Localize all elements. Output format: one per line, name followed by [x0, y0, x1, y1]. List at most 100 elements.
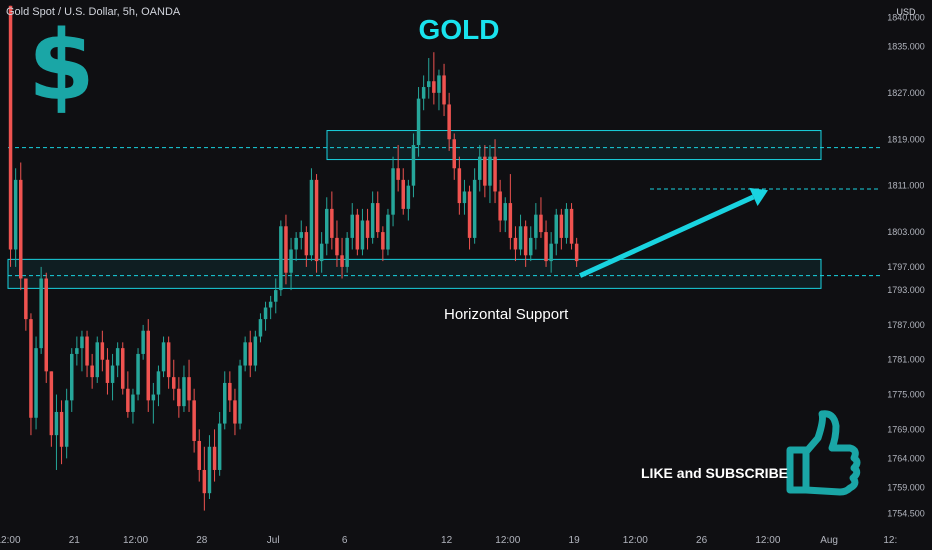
- candle-body: [427, 81, 431, 88]
- candle-body: [289, 249, 293, 273]
- price-tick-label: 1811.000: [888, 181, 925, 191]
- candle-body: [416, 98, 421, 146]
- candle-body: [549, 243, 553, 262]
- subscribe-label: LIKE and SUBSCRIBE: [641, 465, 789, 481]
- time-tick-label: 12:00: [123, 535, 148, 546]
- candle-body: [207, 446, 212, 494]
- candle-body: [406, 185, 411, 209]
- candle-body: [508, 203, 513, 238]
- candles: [8, 5, 579, 511]
- chart-title: GOLD: [418, 14, 500, 45]
- candle-body: [19, 179, 23, 279]
- time-axis-bg: [0, 528, 932, 550]
- candle-body: [34, 348, 38, 418]
- candle-body: [115, 348, 120, 366]
- arrow-shaft: [579, 194, 755, 278]
- candle-body: [360, 220, 365, 250]
- candle-body: [309, 179, 314, 256]
- candle-body: [370, 203, 375, 238]
- zones: [7, 130, 880, 289]
- price-axis-bg: [880, 0, 932, 528]
- price-tick-label: 1793.000: [887, 285, 925, 295]
- candle-body: [95, 342, 99, 378]
- candle-body: [559, 214, 564, 238]
- candle-body: [539, 214, 543, 233]
- candle-body: [141, 330, 145, 354]
- price-tick-label: 1769.000: [887, 424, 925, 434]
- candle-body: [75, 348, 79, 354]
- candle-body: [437, 75, 441, 93]
- price-tick-label: 1787.000: [887, 320, 925, 330]
- time-tick-label: 19: [569, 535, 581, 546]
- candle-body: [355, 214, 360, 250]
- candle-body: [243, 342, 247, 366]
- candle-body: [182, 377, 186, 407]
- candle-body: [544, 232, 548, 262]
- price-tick-label: 1764.000: [887, 453, 925, 463]
- candle-body: [90, 365, 94, 378]
- candle-body: [70, 353, 74, 401]
- candle-body: [294, 237, 298, 250]
- candle-body: [121, 348, 125, 389]
- candle-body: [523, 226, 528, 256]
- candle-body: [498, 191, 502, 221]
- candle-body: [335, 237, 339, 256]
- candle-body: [554, 214, 558, 244]
- time-tick-label: 6: [342, 535, 348, 546]
- candle-body: [80, 336, 84, 349]
- candle-body: [59, 411, 64, 447]
- price-tick-label: 1840.000: [887, 12, 925, 22]
- candle-body: [396, 168, 400, 180]
- price-tick-label: 1819.000: [887, 134, 925, 144]
- candle-body: [253, 336, 258, 366]
- candle-body: [131, 394, 135, 412]
- candle-body: [151, 394, 156, 401]
- candle-body: [29, 319, 33, 418]
- candle-body: [126, 388, 130, 412]
- candle-body: [462, 191, 467, 204]
- candle-body: [54, 411, 59, 436]
- candle-body: [197, 440, 201, 470]
- candle-body: [391, 168, 395, 215]
- candle-body: [513, 237, 518, 250]
- candle-body: [325, 208, 329, 244]
- price-tick-label: 1759.000: [887, 482, 925, 492]
- arrow-head-icon: [749, 187, 768, 207]
- price-tick-label: 1803.000: [887, 227, 925, 237]
- price-tick-label: 1754.500: [887, 508, 925, 518]
- candle-body: [146, 330, 150, 401]
- candle-body: [467, 191, 472, 238]
- dollar-icon: $: [28, 10, 95, 122]
- candle-body: [187, 377, 191, 401]
- candle-body: [223, 382, 227, 424]
- thumbs-up-icon: [786, 410, 861, 496]
- candle-body: [64, 400, 69, 447]
- time-tick-label: 12:: [883, 535, 897, 546]
- candle-body: [386, 214, 390, 250]
- time-tick-label: 12: [441, 535, 453, 546]
- candle-body: [447, 104, 451, 140]
- candle-body: [493, 156, 497, 192]
- candle-body: [381, 232, 385, 250]
- candle-body: [39, 278, 43, 349]
- candle-body: [432, 81, 436, 93]
- candle-body: [13, 179, 18, 250]
- time-tick-label: 12:00: [755, 535, 780, 546]
- time-axis[interactable]: 12:00 21 12:00 28 Jul 6 12 12:00 19 12:00 26 12:00 A…: [0, 528, 932, 550]
- candle-body: [569, 208, 574, 244]
- candle-body: [472, 179, 477, 238]
- candle-body: [483, 156, 487, 186]
- candle-body: [263, 307, 268, 320]
- candle-body: [248, 342, 252, 366]
- candle-body: [442, 75, 446, 105]
- price-tick-label: 1797.000: [887, 262, 925, 272]
- candle-body: [534, 214, 538, 238]
- candle-body: [110, 365, 115, 383]
- candle-body: [279, 226, 283, 291]
- candle-body: [564, 208, 569, 238]
- candle-body: [238, 365, 242, 424]
- candle-body: [100, 342, 105, 360]
- candle-body: [192, 400, 196, 441]
